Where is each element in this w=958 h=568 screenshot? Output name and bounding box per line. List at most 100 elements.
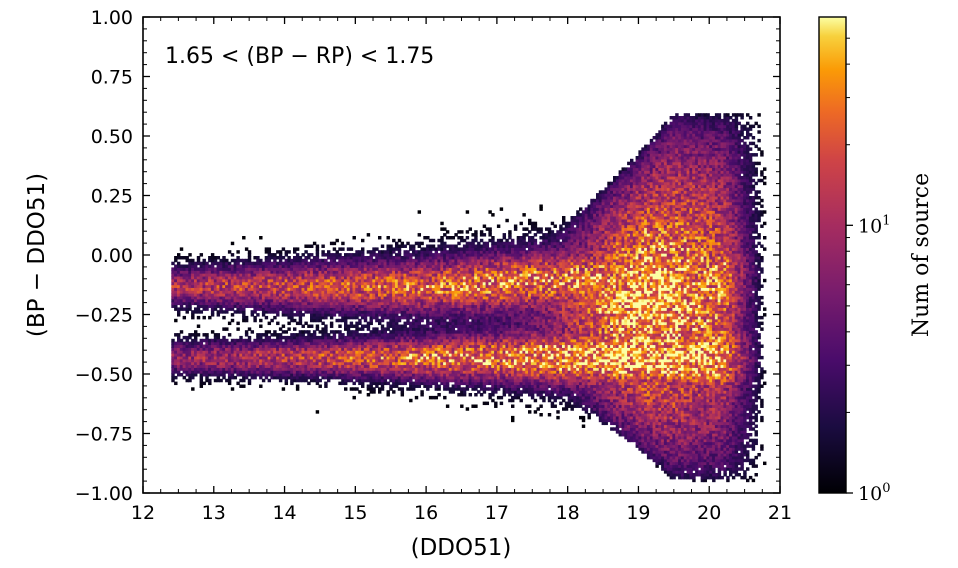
heatmap-cell — [213, 293, 218, 297]
heatmap-cell — [409, 373, 413, 377]
heatmap-cell — [395, 301, 399, 306]
heatmap-cell — [293, 338, 297, 343]
heatmap-cell — [219, 353, 223, 357]
heatmap-cell — [236, 367, 240, 371]
heatmap-cell — [213, 370, 218, 374]
heatmap-cell — [471, 247, 475, 251]
heatmap-cell — [321, 293, 325, 297]
heatmap-cell — [230, 278, 235, 283]
heatmap-cell — [482, 261, 487, 266]
heatmap-cell — [290, 270, 294, 274]
heatmap-cell — [386, 373, 390, 377]
heatmap-cell — [312, 278, 317, 283]
heatmap-cell — [400, 304, 405, 308]
heatmap-cell — [332, 281, 337, 286]
heatmap-cell — [406, 387, 410, 391]
heatmap-cell — [346, 361, 351, 366]
heatmap-cell — [392, 330, 396, 334]
heatmap-cell — [352, 315, 356, 320]
heatmap-cell — [397, 327, 402, 331]
heatmap-cell — [230, 270, 235, 274]
heatmap-cell — [403, 258, 407, 263]
heatmap-cell — [468, 355, 473, 360]
heatmap-cell — [417, 295, 422, 300]
heatmap-cell — [242, 275, 246, 280]
heatmap-cell — [321, 338, 325, 343]
heatmap-cell — [428, 327, 433, 331]
heatmap-cell — [188, 367, 192, 371]
heatmap-cell — [434, 358, 439, 363]
heatmap-cell — [270, 347, 274, 351]
heatmap-cell — [318, 384, 322, 388]
heatmap-cell — [315, 315, 320, 320]
heatmap-cell — [213, 373, 218, 377]
heatmap-cell — [182, 355, 187, 360]
heatmap-cell — [273, 373, 277, 377]
heatmap-cell — [295, 375, 300, 380]
heatmap-cell — [375, 270, 379, 274]
heatmap-cell — [445, 350, 450, 354]
heatmap-cell — [460, 264, 464, 268]
heatmap-cell — [423, 293, 427, 297]
heatmap-cell — [479, 244, 484, 248]
heatmap-cell — [210, 256, 215, 260]
heatmap-cell — [256, 333, 260, 337]
heatmap-cell — [443, 270, 447, 274]
heatmap-cell — [216, 281, 221, 286]
heatmap-cell — [366, 233, 371, 237]
heatmap-cell — [460, 253, 464, 257]
heatmap-cell — [284, 335, 289, 340]
heatmap-cell — [386, 256, 390, 260]
heatmap-cell — [349, 335, 354, 340]
heatmap-cell — [380, 355, 385, 360]
heatmap-cell — [431, 310, 436, 314]
heatmap-cell — [491, 390, 495, 394]
heatmap-cell — [460, 281, 464, 286]
heatmap-cell — [412, 333, 416, 337]
heatmap-cell — [454, 353, 458, 357]
heatmap-cell — [250, 290, 255, 294]
heatmap-cell — [171, 304, 175, 308]
heatmap-cell — [253, 341, 257, 346]
heatmap-cell — [363, 324, 368, 328]
heatmap-cell — [460, 358, 464, 363]
heatmap-cell — [236, 327, 240, 331]
heatmap-cell — [307, 307, 311, 311]
heatmap-cell — [468, 258, 473, 263]
heatmap-cell — [375, 370, 379, 374]
heatmap-cell — [233, 375, 238, 380]
heatmap-cell — [482, 298, 487, 303]
heatmap-cell — [295, 364, 300, 368]
heatmap-cell — [335, 250, 339, 254]
heatmap-cell — [225, 347, 229, 351]
heatmap-cell — [465, 298, 470, 303]
heatmap-cell — [409, 310, 413, 314]
heatmap-cell — [284, 287, 289, 291]
heatmap-cell — [434, 307, 439, 311]
heatmap-cell — [315, 258, 320, 263]
heatmap-cell — [261, 367, 266, 371]
heatmap-cell — [298, 304, 303, 308]
heatmap-cell — [406, 298, 410, 303]
heatmap-cell — [386, 293, 390, 297]
heatmap-cell — [434, 310, 439, 314]
heatmap-cell — [491, 298, 495, 303]
heatmap-cell — [423, 261, 427, 266]
heatmap-cell — [239, 353, 243, 357]
heatmap-cell — [171, 341, 175, 346]
heatmap-cell — [219, 347, 223, 351]
heatmap-cell — [454, 253, 458, 257]
heatmap-cell — [312, 318, 317, 323]
heatmap-cell — [465, 293, 470, 297]
heatmap-cell — [477, 281, 481, 286]
heatmap-cell — [310, 313, 314, 317]
heatmap-cell — [202, 370, 206, 374]
heatmap-cell — [329, 295, 334, 300]
heatmap-cell — [225, 264, 229, 268]
heatmap-cell — [420, 258, 424, 263]
heatmap-cell — [295, 247, 300, 251]
heatmap-cell — [341, 284, 345, 288]
heatmap-cell — [420, 241, 424, 246]
heatmap-cell — [363, 333, 368, 337]
heatmap-cell — [428, 338, 433, 343]
